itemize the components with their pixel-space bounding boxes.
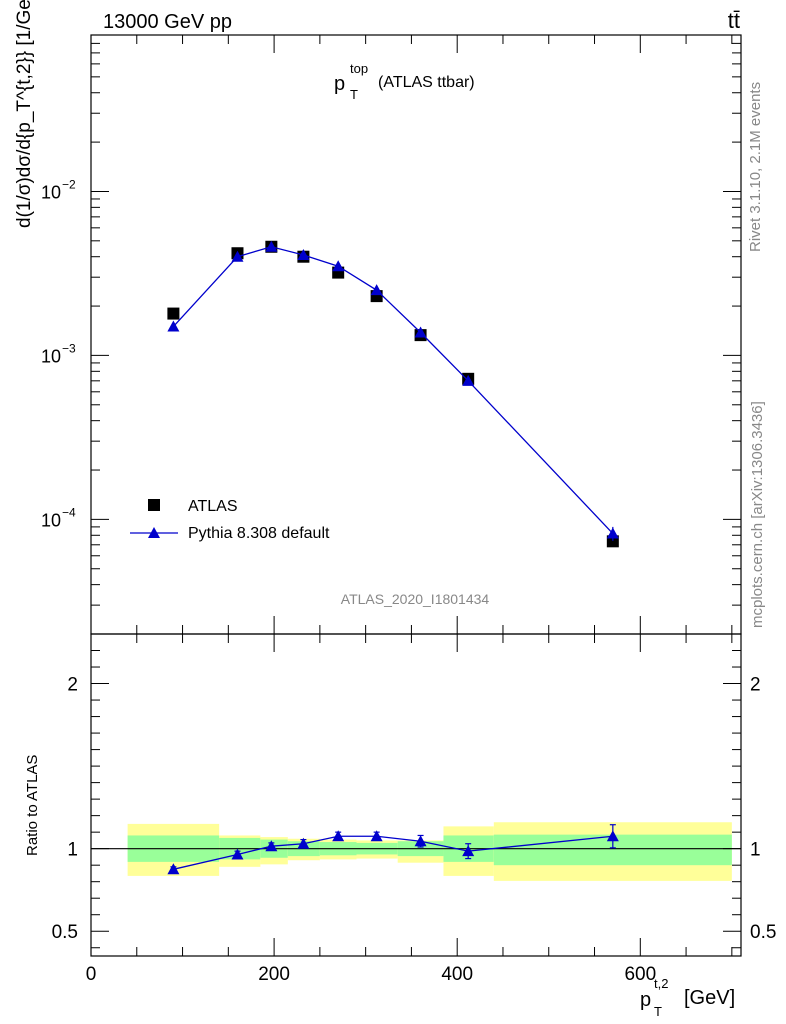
y-tick-label: 2	[67, 675, 78, 696]
y-tick-label: 10	[41, 346, 61, 366]
plot-title-suffix: (ATLAS ttbar)	[378, 74, 475, 91]
legend-data-label: ATLAS	[188, 498, 238, 515]
y-tick-label: 0.5	[52, 922, 78, 943]
y-tick-label-right: 0.5	[750, 922, 776, 943]
rivet-label: Rivet 3.1.10, 2.1M events	[747, 82, 764, 252]
energy-label: 13000 GeV pp	[103, 11, 232, 33]
ratio-mc-point	[231, 848, 244, 860]
mc-data-point	[265, 240, 278, 252]
x-axis-label-main: p	[640, 989, 651, 1011]
main-panel: 10−410−310−2	[41, 34, 742, 635]
y-tick-label-exp: −2	[62, 177, 76, 191]
x-tick-label: 200	[258, 964, 290, 985]
plot-title-main: p	[334, 73, 345, 95]
ratio-mc-point	[167, 863, 180, 875]
mc-data-point	[606, 527, 619, 539]
x-axis-label-unit: [GeV]	[684, 987, 735, 1009]
ratio-mc-point	[370, 830, 383, 842]
x-axis-label-sub: T	[654, 1004, 662, 1019]
ratio-axis-label: Ratio to ATLAS	[24, 755, 41, 856]
y-tick-label-right: 2	[750, 675, 761, 696]
atlas-data-point	[167, 307, 180, 320]
mc-data-point	[231, 250, 244, 262]
mc-data-point	[370, 284, 383, 296]
y-tick-label: 10	[41, 182, 61, 202]
ratio-mc-point	[462, 845, 475, 857]
mc-data-point	[414, 326, 427, 338]
y-axis-label: d(1/σ)dσ/d{p_T^{t,2}} [1/GeV]	[14, 0, 35, 228]
y-tick-label: 10	[41, 510, 61, 530]
y-tick-label-exp: −3	[62, 341, 76, 355]
legend-data-marker	[148, 499, 160, 511]
legend: ATLAS Pythia 8.308 default	[130, 498, 330, 542]
y-tick-label: 1	[67, 840, 78, 861]
x-axis-label: p t,2 T [GeV]	[640, 976, 735, 1019]
x-tick-label: 400	[441, 964, 473, 985]
plot-title: p top T (ATLAS ttbar)	[334, 61, 475, 102]
mc-data-point	[297, 248, 310, 260]
plot-title-sup: top	[350, 61, 368, 76]
mc-data-point	[462, 374, 475, 386]
ratio-mc-point	[297, 837, 310, 849]
mc-data-point	[167, 320, 180, 332]
y-tick-label-exp: −4	[62, 505, 76, 519]
x-axis-label-sup: t,2	[654, 976, 668, 991]
process-label: tt̄	[728, 8, 740, 33]
mcplots-label: mcplots.cern.ch [arXiv:1306.3436]	[749, 401, 766, 628]
ratio-frame	[90, 633, 742, 957]
ratio-mc-point	[414, 835, 427, 847]
x-tick-label: 0	[86, 964, 97, 985]
legend-mc-marker	[148, 527, 160, 538]
ratio-mc-point	[332, 830, 345, 842]
analysis-id: ATLAS_2020_I1801434	[341, 591, 490, 607]
ratio-panel: 0 200 400 600 0.5 0.5 1 1 2 2	[52, 633, 776, 985]
mc-line	[172, 246, 614, 534]
ratio-mc-point	[265, 840, 278, 852]
y-tick-label-right: 1	[750, 840, 761, 861]
x-tick-label: 600	[624, 964, 656, 985]
legend-mc-label: Pythia 8.308 default	[188, 525, 330, 542]
mc-data-point	[332, 260, 345, 272]
plot-title-sub: T	[350, 87, 358, 102]
ratio-mc-point	[606, 830, 619, 842]
